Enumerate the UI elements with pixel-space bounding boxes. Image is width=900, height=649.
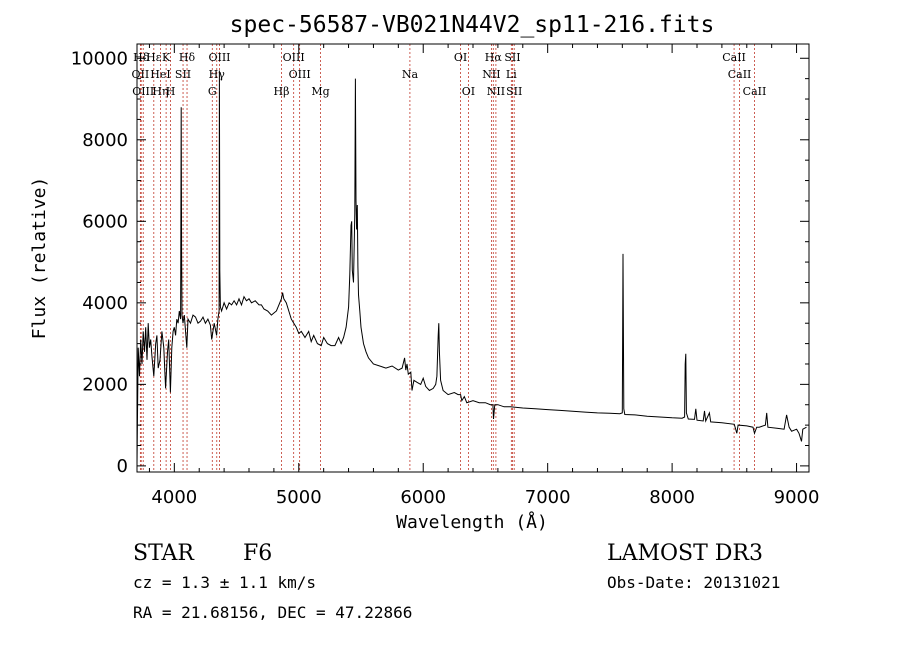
emission-line-label: SII — [506, 85, 522, 98]
emission-line-label: HeI — [150, 68, 170, 81]
emission-line-label: OIII — [132, 85, 154, 98]
emission-line-label: Hη — [152, 85, 168, 98]
y-tick-label: 8000 — [82, 130, 128, 151]
emission-line-label: OIII — [208, 51, 230, 64]
emission-line-label: OIII — [283, 51, 305, 64]
x-tick-label: 4000 — [151, 487, 197, 508]
chart-title: spec-56587-VB021N44V2_sp11-216.fits — [230, 12, 715, 38]
emission-line-label: CaII — [722, 51, 746, 64]
object-class: STAR — [133, 541, 195, 566]
plot-frame — [136, 43, 810, 473]
series-spectrum — [136, 70, 807, 466]
y-axis-label: Flux (relative) — [29, 177, 50, 340]
emission-line-markers — [139, 44, 755, 472]
x-tick-label: 8000 — [649, 487, 695, 508]
y-tick-label: 4000 — [82, 293, 128, 314]
emission-line-label: Hδ — [179, 51, 196, 64]
emission-line-label: Hβ — [274, 85, 290, 98]
x-tick-label: 7000 — [525, 487, 571, 508]
x-axis-ticks: 4000 5000 6000 7000 8000 9000 — [148, 44, 820, 508]
emission-line-label: OII — [132, 68, 150, 81]
y-tick-label: 2000 — [82, 374, 128, 395]
emission-line-label: Li — [506, 68, 517, 81]
x-axis-label: Wavelength (Å) — [396, 511, 548, 533]
emission-line-label: SII — [175, 68, 191, 81]
emission-line-label: Mg — [311, 85, 329, 98]
emission-line-label: NII — [487, 85, 505, 98]
emission-line-label: OI — [454, 51, 467, 64]
emission-line-label: CaII — [728, 68, 752, 81]
observation-date: Obs-Date: 20131021 — [607, 573, 780, 592]
emission-line-label: OI — [462, 85, 475, 98]
object-subclass: F6 — [243, 541, 272, 566]
x-tick-label: 5000 — [276, 487, 322, 508]
emission-line-label: SII — [504, 51, 520, 64]
emission-line-label: CaII — [743, 85, 767, 98]
emission-line-label: H — [166, 85, 176, 98]
y-tick-label: 6000 — [82, 211, 128, 232]
emission-line-label: Hε — [146, 51, 162, 64]
x-tick-label: 9000 — [774, 487, 820, 508]
emission-line-label: K — [162, 51, 171, 64]
survey-name: LAMOST DR3 — [607, 541, 763, 566]
emission-line-label: OIII — [289, 68, 311, 81]
emission-line-label: NII — [482, 68, 500, 81]
emission-line-label: Hα — [485, 51, 503, 64]
y-axis-ticks: 0 2000 4000 6000 8000 10000 — [71, 48, 809, 477]
x-tick-label: 6000 — [400, 487, 446, 508]
redshift-cz: cz = 1.3 ± 1.1 km/s — [133, 573, 316, 592]
y-tick-label: 10000 — [71, 48, 128, 69]
coordinates: RA = 21.68156, DEC = 47.22866 — [133, 603, 412, 622]
emission-line-label: G — [208, 85, 217, 98]
emission-line-label: Na — [402, 68, 419, 81]
y-tick-label: 0 — [117, 456, 128, 477]
emission-line-label: Hγ — [209, 68, 226, 81]
